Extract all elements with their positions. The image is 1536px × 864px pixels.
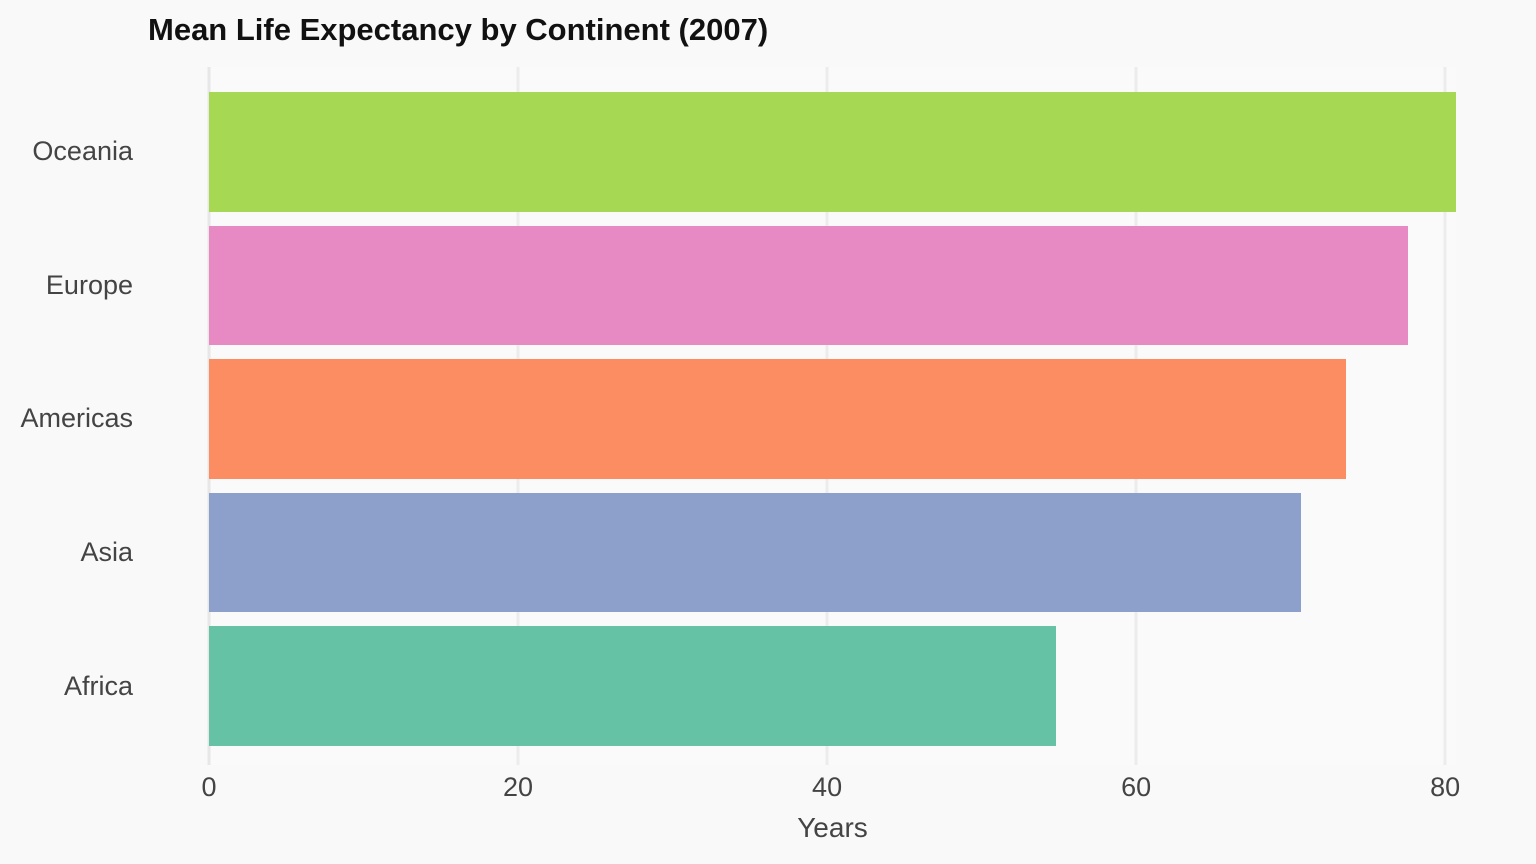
ytick-label-africa: Africa bbox=[63, 670, 133, 701]
bar-europe bbox=[209, 225, 1409, 346]
xtick-label-40: 40 bbox=[812, 772, 843, 802]
ytick-label-europe: Europe bbox=[45, 269, 133, 300]
ytick-label-oceania: Oceania bbox=[32, 136, 133, 167]
plot-area bbox=[207, 67, 1456, 765]
bar-africa bbox=[209, 626, 1056, 746]
xtick-label-80: 80 bbox=[1430, 772, 1461, 802]
bar-oceania bbox=[209, 92, 1456, 212]
xtick-label-0: 0 bbox=[201, 772, 217, 802]
y-axis-labels: Oceania Europe Americas Asia Africa bbox=[0, 67, 133, 765]
ytick-label-americas: Americas bbox=[20, 403, 133, 434]
ytick-label-asia: Asia bbox=[80, 537, 133, 568]
bar-asia bbox=[209, 492, 1302, 613]
xtick-label-60: 60 bbox=[1121, 772, 1152, 802]
xtick-label-20: 20 bbox=[503, 772, 534, 802]
x-axis-labels: 0 20 40 60 80 bbox=[201, 772, 1460, 806]
chart-title: Mean Life Expectancy by Continent (2007) bbox=[148, 12, 769, 47]
gridline-x80 bbox=[1443, 67, 1447, 765]
x-axis-title: Years bbox=[797, 812, 868, 843]
bar-americas bbox=[209, 359, 1347, 479]
